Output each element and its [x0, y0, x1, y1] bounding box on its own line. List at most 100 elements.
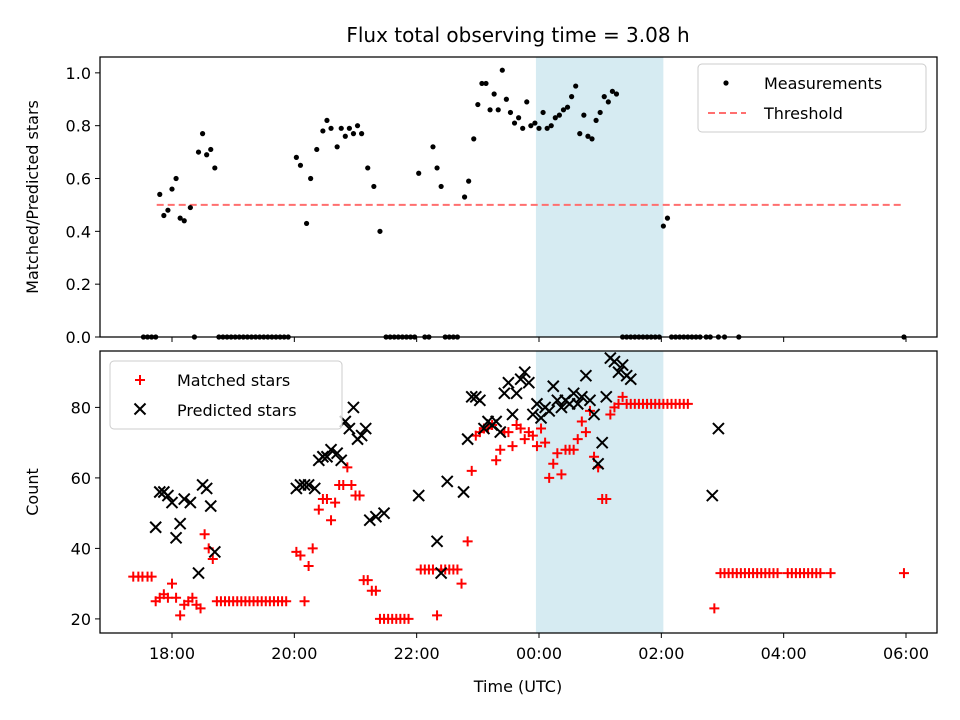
measurement-point — [552, 115, 558, 121]
measurement-point — [487, 107, 493, 113]
predicted-star-point — [434, 566, 448, 580]
measurement-point — [577, 131, 583, 137]
matched-star-point — [531, 441, 542, 452]
matched-star-point — [617, 391, 628, 402]
x-tick-label: 02:00 — [638, 644, 684, 663]
measurement-point — [350, 131, 357, 137]
predicted-star-point — [149, 521, 162, 534]
measurement-point — [173, 175, 179, 182]
predicted-star-point — [441, 475, 454, 488]
measurement-point — [532, 120, 538, 126]
measurement-point — [544, 125, 550, 131]
matched-star-point — [556, 469, 567, 480]
measurement-point — [177, 215, 183, 221]
predicted-star-point — [575, 390, 589, 404]
predicted-star-point — [712, 422, 725, 435]
matched-star-point — [199, 529, 210, 540]
measurement-point — [495, 107, 501, 113]
matched-star-point — [772, 568, 783, 579]
measurement-point — [297, 162, 304, 168]
measurement-point — [195, 149, 202, 155]
measurement-point — [601, 94, 607, 100]
x-tick-label: 06:00 — [883, 644, 929, 663]
measurement-point — [664, 215, 671, 221]
predicted-star-point — [192, 566, 205, 580]
matched-star-point — [370, 585, 381, 596]
measurement-point — [320, 128, 326, 134]
measurement-point — [479, 80, 485, 87]
matched-star-point — [195, 603, 206, 614]
predicted-star-point — [184, 496, 197, 509]
predicted-star-point — [355, 429, 368, 442]
measurement-point — [416, 170, 422, 176]
measurement-point — [461, 194, 468, 200]
predicted-star-point — [522, 376, 536, 389]
matched-star-point — [326, 515, 337, 526]
measurement-point — [520, 125, 526, 131]
matched-star-point — [898, 568, 909, 579]
legend-box — [109, 360, 343, 430]
measurement-point — [354, 123, 361, 129]
predicted-star-point — [502, 376, 515, 389]
matched-star-point — [601, 494, 612, 505]
measurement-point — [605, 99, 611, 105]
measurement-point — [161, 212, 167, 219]
measurement-point — [342, 133, 348, 139]
predicted-star-point — [514, 372, 527, 386]
y-tick-label: 0.6 — [66, 170, 91, 189]
x-tick-label: 18:00 — [149, 644, 195, 663]
measurement-point — [308, 175, 314, 182]
measurement-point — [303, 220, 310, 227]
predicted-star-point — [600, 390, 613, 404]
predicted-star-point — [465, 390, 478, 404]
y-tick-label: 0.2 — [66, 275, 91, 294]
measurement-point — [187, 204, 193, 211]
predicted-star-point — [530, 397, 544, 411]
measurement-point — [338, 125, 344, 131]
bottom-y-ticks: 20 40 60 80 — [71, 398, 100, 629]
matched-star-point — [187, 592, 198, 603]
measurement-point — [483, 80, 489, 87]
matched-star-point — [527, 430, 538, 441]
predicted-star-point — [308, 482, 321, 495]
predicted-star-point — [526, 408, 540, 421]
bottom-axes-panel: 20 40 60 80 18:00 20:00 22:00 00:00 02:00 04:00 0… — [23, 350, 938, 663]
matched-star-point — [307, 543, 318, 554]
measurement-point — [328, 125, 334, 131]
predicted-star-point — [161, 489, 175, 502]
matched-star-point — [544, 472, 555, 483]
bottom-y-axis-label: Count — [23, 468, 42, 516]
legend-label-measurements: Measurements — [764, 74, 882, 93]
predicted-star-point — [518, 365, 531, 379]
predicted-star-point — [369, 510, 383, 523]
matched-star-point — [303, 561, 314, 572]
matched-star-point — [682, 398, 693, 409]
predicted-star-point — [200, 482, 213, 495]
matched-star-point — [354, 490, 365, 501]
predicted-star-point — [498, 387, 511, 400]
measurement-point — [471, 136, 477, 142]
x-tick-label: 04:00 — [761, 644, 807, 663]
y-tick-label: 0.8 — [66, 117, 91, 136]
measurement-point — [324, 117, 330, 123]
measurement-point — [438, 183, 444, 190]
predicted-star-point — [461, 432, 474, 446]
predicted-star-point — [706, 489, 719, 502]
predicted-star-point — [324, 443, 338, 456]
predicted-star-point — [153, 485, 166, 499]
matched-star-point — [815, 568, 826, 579]
measurement-point — [169, 186, 175, 192]
bottom-x-ticks: 18:00 20:00 22:00 00:00 02:00 04:00 06:00 — [149, 633, 929, 663]
matched-star-point — [709, 603, 720, 614]
measurement-point — [609, 88, 616, 94]
predicted-star-point — [571, 397, 584, 411]
measurement-point — [589, 136, 595, 142]
x-tick-label: 00:00 — [516, 644, 562, 663]
measurement-point — [528, 123, 534, 129]
legend-marker-measurements — [723, 80, 729, 86]
x-tick-label: 22:00 — [394, 644, 440, 663]
predicted-star-point — [298, 478, 311, 492]
measurement-point — [157, 191, 163, 197]
measurement-point — [585, 133, 591, 139]
predicted-star-point — [506, 408, 519, 421]
